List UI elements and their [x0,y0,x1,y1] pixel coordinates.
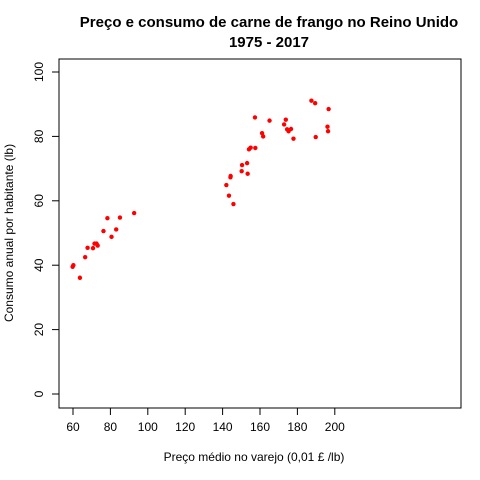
x-tick-label: 160 [250,420,270,434]
data-point [281,122,287,127]
data-point [226,193,232,198]
chart-title: Preço e consumo de carne de frango no Re… [80,14,458,31]
data-point [71,263,76,268]
x-tick-label: 140 [213,420,233,434]
data-point [248,145,253,150]
data-point [309,98,314,103]
data-point [245,171,250,176]
data-point [95,243,100,248]
data-point [90,245,96,251]
data-point [113,227,119,232]
data-point [239,168,244,174]
y-tick-label: 60 [32,194,46,208]
y-tick-label: 100 [32,62,46,82]
data-point [283,117,289,122]
y-tick-label: 80 [32,129,46,143]
data-point [312,101,318,106]
data-point [82,254,88,260]
data-point [325,124,330,129]
y-axis-label: Consumo anual por habitante (lb) [2,144,16,322]
data-point [252,115,258,120]
chart-subtitle: 1975 - 2017 [229,34,309,51]
data-point [109,234,114,240]
x-tick-label: 180 [287,420,307,434]
data-point [105,215,110,221]
data-point [291,136,296,141]
data-point [325,129,331,134]
x-tick-label: 120 [175,420,195,434]
data-point [224,182,229,188]
data-point [131,210,137,216]
y-tick-label: 40 [32,258,46,272]
y-axis: 0 20 40 60 80 100 [32,62,60,397]
x-tick-label: 80 [104,420,118,434]
x-tick-label: 100 [138,420,158,434]
data-point [77,275,83,280]
data-point [231,201,236,207]
data-point [85,245,90,251]
y-tick-label: 20 [32,323,46,337]
x-axis-label: Preço médio no varejo (0,01 £ /lb) [164,450,345,464]
x-axis: 60 80 100 120 140 160 180 200 [66,407,447,434]
plot-frame [58,58,462,409]
x-tick-label: 200 [325,420,345,434]
data-points [70,98,331,280]
data-point [288,126,294,132]
data-point [326,106,331,112]
data-point [228,173,233,179]
data-point [267,118,272,123]
data-point [117,215,123,220]
data-point [239,162,245,168]
data-point [260,134,266,139]
x-tick-label: 60 [66,420,80,434]
data-point [101,228,106,234]
data-point [313,134,318,140]
data-point [253,145,258,151]
data-point [244,160,250,166]
y-tick-label: 0 [32,390,46,397]
